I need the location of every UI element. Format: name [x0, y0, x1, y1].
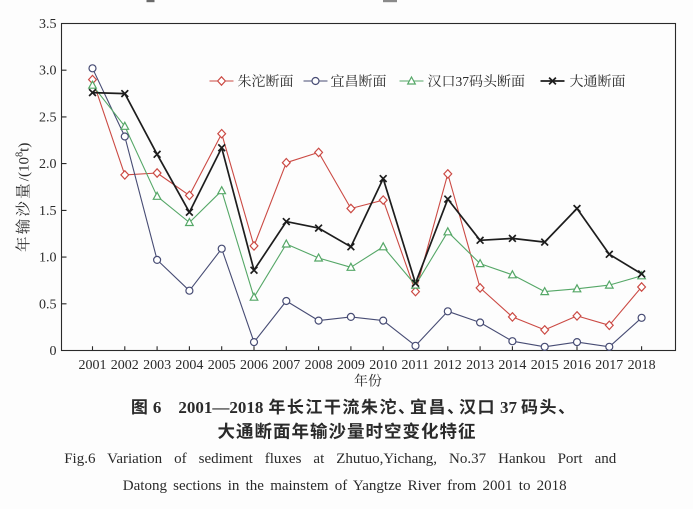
svg-text:37: 37 — [500, 398, 518, 417]
svg-text:2004: 2004 — [175, 358, 203, 373]
svg-text:2012: 2012 — [434, 358, 462, 373]
svg-text:Fig.6 Variation of sediment fl: Fig.6 Variation of sediment fluxes at Zh… — [64, 451, 617, 467]
svg-text:0.5: 0.5 — [39, 297, 57, 312]
svg-text:2007: 2007 — [272, 358, 300, 373]
svg-text:2008: 2008 — [305, 358, 333, 373]
svg-text:2009: 2009 — [337, 358, 365, 373]
svg-text:0: 0 — [50, 344, 57, 359]
svg-text:2014: 2014 — [498, 358, 526, 373]
svg-text:2015: 2015 — [531, 358, 559, 373]
svg-text:2013: 2013 — [466, 358, 494, 373]
svg-text:37: 37 — [456, 74, 470, 89]
svg-text:—: — — [211, 398, 230, 417]
svg-text:8: 8 — [15, 152, 26, 157]
svg-text:2018: 2018 — [628, 358, 656, 373]
svg-text:2003: 2003 — [143, 358, 171, 373]
svg-text:2.5: 2.5 — [39, 110, 57, 125]
svg-text:1.5: 1.5 — [39, 204, 57, 219]
svg-text:/(10: /(10 — [17, 157, 33, 181]
svg-text:3.0: 3.0 — [39, 64, 57, 79]
svg-text:2002: 2002 — [111, 358, 139, 373]
svg-text:3.5: 3.5 — [39, 17, 57, 32]
svg-text:2010: 2010 — [369, 358, 397, 373]
svg-text:2011: 2011 — [402, 358, 429, 373]
svg-text:t): t) — [17, 143, 33, 152]
svg-text:2.0: 2.0 — [39, 157, 57, 172]
svg-text:6: 6 — [153, 398, 162, 417]
svg-text:2005: 2005 — [208, 358, 236, 373]
svg-text:2018: 2018 — [229, 398, 263, 417]
svg-text:2001: 2001 — [79, 358, 107, 373]
svg-text:Datong sections in the mainste: Datong sections in the mainstem of Yangt… — [123, 478, 567, 494]
svg-text:2016: 2016 — [563, 358, 591, 373]
svg-text:2001: 2001 — [178, 398, 212, 417]
svg-text:2006: 2006 — [240, 358, 268, 373]
svg-text:2017: 2017 — [595, 358, 623, 373]
svg-text:1.0: 1.0 — [39, 251, 57, 266]
